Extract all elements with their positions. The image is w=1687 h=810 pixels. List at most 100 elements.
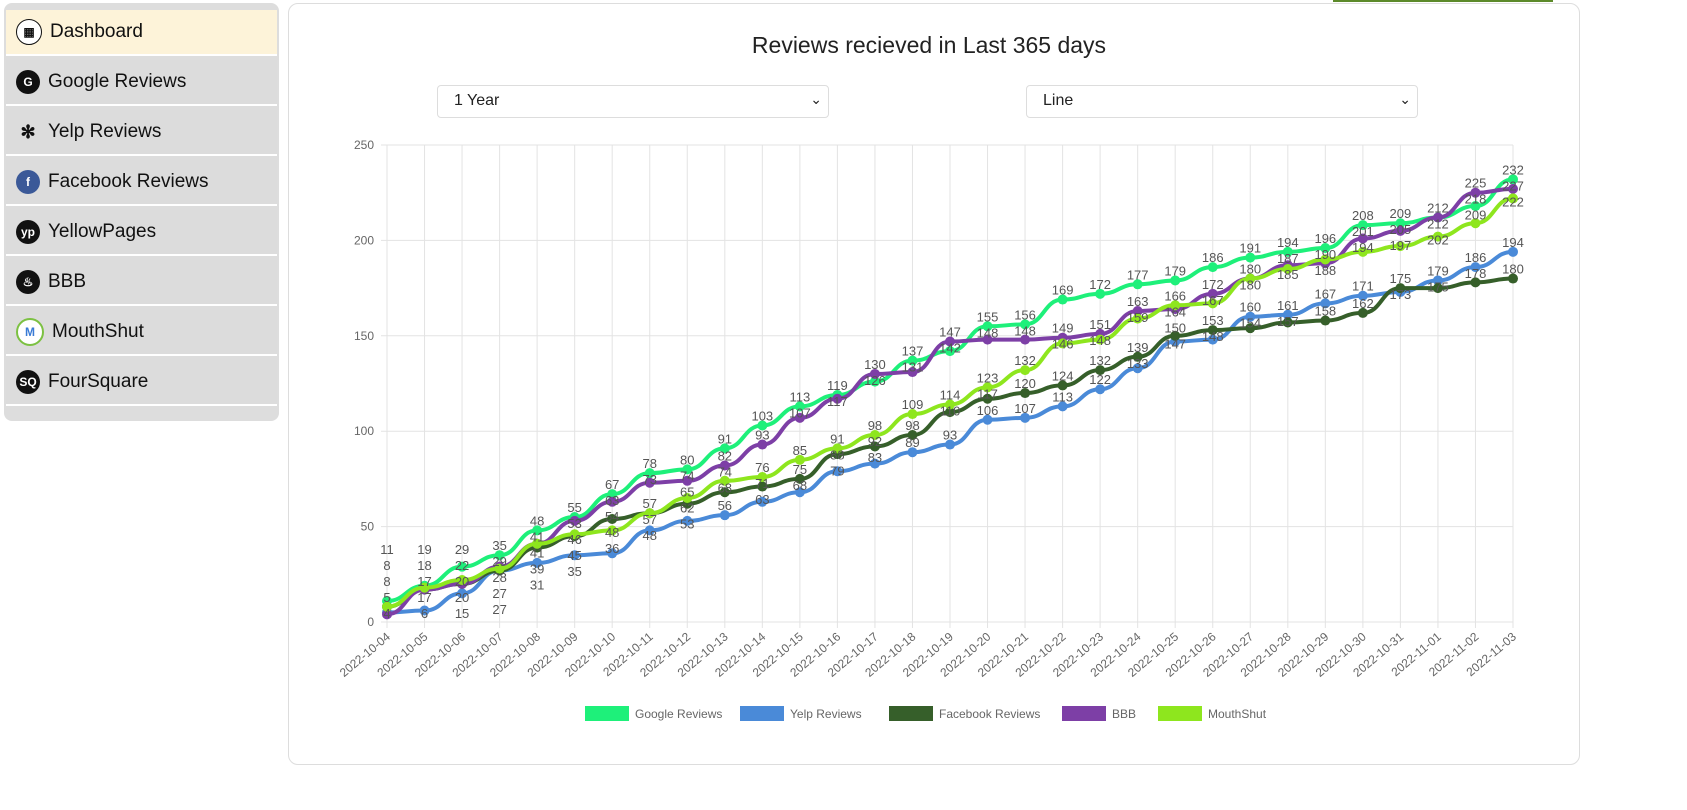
data-label: 163	[1127, 294, 1149, 309]
data-label: 8	[383, 558, 390, 573]
data-label: 148	[1202, 329, 1224, 344]
sidebar-item-facebook-reviews[interactable]: f Facebook Reviews	[6, 160, 277, 206]
sidebar-item-dashboard[interactable]: ▦ Dashboard	[6, 10, 277, 56]
sidebar-item-label: FourSquare	[48, 371, 149, 392]
data-point	[1470, 201, 1481, 212]
sidebar-item-label: Facebook Reviews	[48, 171, 209, 192]
data-point	[569, 550, 580, 561]
data-label: 172	[1202, 277, 1224, 292]
chart-type-select[interactable]: Line ⌄	[1026, 85, 1418, 118]
data-label: 41	[530, 529, 544, 544]
y-tick-label: 200	[354, 233, 374, 247]
data-point	[1470, 262, 1481, 273]
data-label: 48	[530, 513, 544, 528]
data-label: 107	[1014, 401, 1036, 416]
data-point	[494, 550, 505, 561]
top-accent-bar	[1333, 0, 1553, 2]
data-label: 20	[455, 590, 469, 605]
sidebar-item-label: Google Reviews	[48, 71, 187, 92]
data-label: 98	[868, 418, 882, 433]
data-label: 149	[1052, 321, 1074, 336]
data-label: 45	[567, 548, 581, 563]
period-select[interactable]: 1 Year ⌄	[437, 85, 829, 118]
data-point	[1057, 338, 1068, 349]
data-label: 186	[1202, 250, 1224, 265]
data-label: 15	[455, 606, 469, 621]
period-select-value: 1 Year	[454, 92, 500, 109]
data-label: 166	[1164, 288, 1186, 303]
data-label: 17	[417, 574, 431, 589]
data-label: 148	[1014, 323, 1036, 338]
data-label: 155	[977, 309, 999, 324]
data-label: 80	[680, 452, 694, 467]
sidebar-item-yellowpages[interactable]: yp YellowPages	[6, 210, 277, 256]
sidebar-item-yelp-reviews[interactable]: ✻ Yelp Reviews	[6, 110, 277, 156]
data-point	[644, 477, 655, 488]
data-point	[682, 492, 693, 503]
data-label: 156	[1014, 307, 1036, 322]
legend-swatch	[1158, 706, 1202, 721]
sidebar-item-bbb[interactable]: ♨ BBB	[6, 260, 277, 306]
google-icon: G	[16, 70, 40, 94]
data-point	[457, 588, 468, 599]
data-point	[832, 466, 843, 477]
data-label: 8	[383, 574, 390, 589]
data-point	[794, 401, 805, 412]
data-point	[644, 468, 655, 479]
legend-label: Yelp Reviews	[790, 707, 862, 721]
data-point	[1282, 246, 1293, 257]
data-label: 93	[755, 428, 769, 443]
data-label: 142	[939, 341, 961, 356]
data-label: 148	[1089, 333, 1111, 348]
data-label: 212	[1427, 217, 1449, 232]
data-label: 209	[1390, 206, 1412, 221]
data-point	[945, 439, 955, 450]
data-point	[1132, 351, 1143, 362]
data-point	[982, 321, 993, 332]
data-label: 78	[642, 456, 656, 471]
data-point	[757, 481, 768, 492]
sidebar-item-foursquare[interactable]: SQ FourSquare	[6, 360, 277, 406]
data-label: 137	[902, 344, 924, 359]
data-point	[1320, 254, 1331, 265]
data-point	[607, 513, 618, 524]
data-point	[869, 376, 880, 387]
data-point	[982, 393, 993, 404]
data-label: 53	[680, 516, 694, 531]
data-label: 202	[1427, 233, 1449, 248]
data-label: 56	[718, 498, 732, 513]
data-point	[907, 367, 918, 378]
data-point	[719, 460, 730, 471]
data-point	[607, 525, 618, 536]
data-point	[1245, 252, 1256, 263]
sidebar: ▦ Dashboard G Google Reviews ✻ Yelp Reviews f F…	[4, 3, 279, 421]
data-label: 122	[1089, 372, 1111, 387]
data-point	[1508, 183, 1518, 194]
data-label: 11	[380, 542, 394, 557]
sidebar-item-google-reviews[interactable]: G Google Reviews	[6, 60, 277, 106]
data-label: 73	[642, 472, 656, 487]
data-label: 109	[902, 397, 924, 412]
sidebar-item-mouthshut[interactable]: M MouthShut	[6, 310, 277, 356]
data-label: 169	[1052, 283, 1074, 298]
sidebar-item-label: YellowPages	[48, 221, 157, 242]
data-label: 124	[1052, 368, 1074, 383]
data-label: 191	[1239, 241, 1261, 256]
data-label: 57	[642, 512, 656, 527]
data-point	[869, 441, 880, 452]
y-tick-label: 150	[354, 329, 374, 343]
mouthshut-icon: M	[16, 318, 44, 346]
data-label: 83	[868, 450, 882, 465]
data-point	[1282, 309, 1293, 320]
data-point	[1170, 300, 1181, 311]
data-label: 82	[718, 449, 732, 464]
chevron-down-icon: ⌄	[810, 91, 822, 107]
data-point	[945, 336, 955, 347]
data-label: 55	[567, 500, 581, 515]
data-point	[982, 414, 993, 425]
data-label: 46	[567, 532, 581, 547]
data-point	[1395, 225, 1406, 236]
data-label: 196	[1314, 231, 1336, 246]
data-label: 150	[1164, 320, 1186, 335]
